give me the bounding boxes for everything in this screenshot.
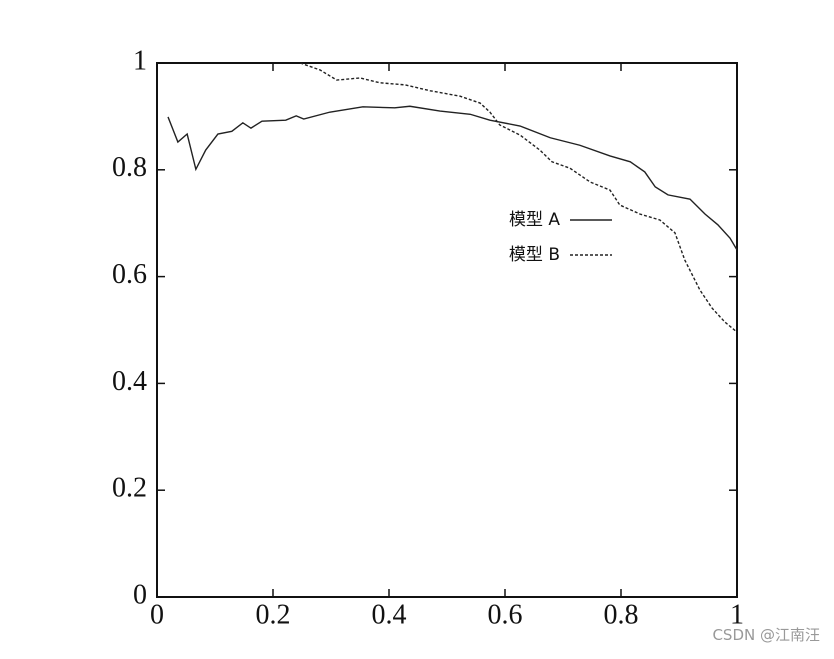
x-tick-label: 0.6 [488,599,523,630]
legend-label: 模型 A [509,210,560,230]
x-tick-label: 1 [730,599,744,630]
series-line [167,105,738,251]
series-line [300,62,738,333]
y-tick-label: 0.8 [112,152,147,183]
x-tick-label: 0.8 [604,599,639,630]
y-tick-label: 1 [133,45,147,76]
y-tick-label: 0 [133,579,147,610]
x-tick-label: 0 [150,599,164,630]
y-tick-label: 0.2 [112,473,147,504]
plot-frame [156,62,738,598]
y-tick-label: 0.4 [112,366,147,397]
watermark: CSDN @江南汪 [712,626,820,644]
x-tick-label: 0.4 [372,599,407,630]
x-tick-label: 0.2 [256,599,291,630]
legend-label: 模型 B [509,245,560,265]
y-tick-label: 0.6 [112,259,147,290]
